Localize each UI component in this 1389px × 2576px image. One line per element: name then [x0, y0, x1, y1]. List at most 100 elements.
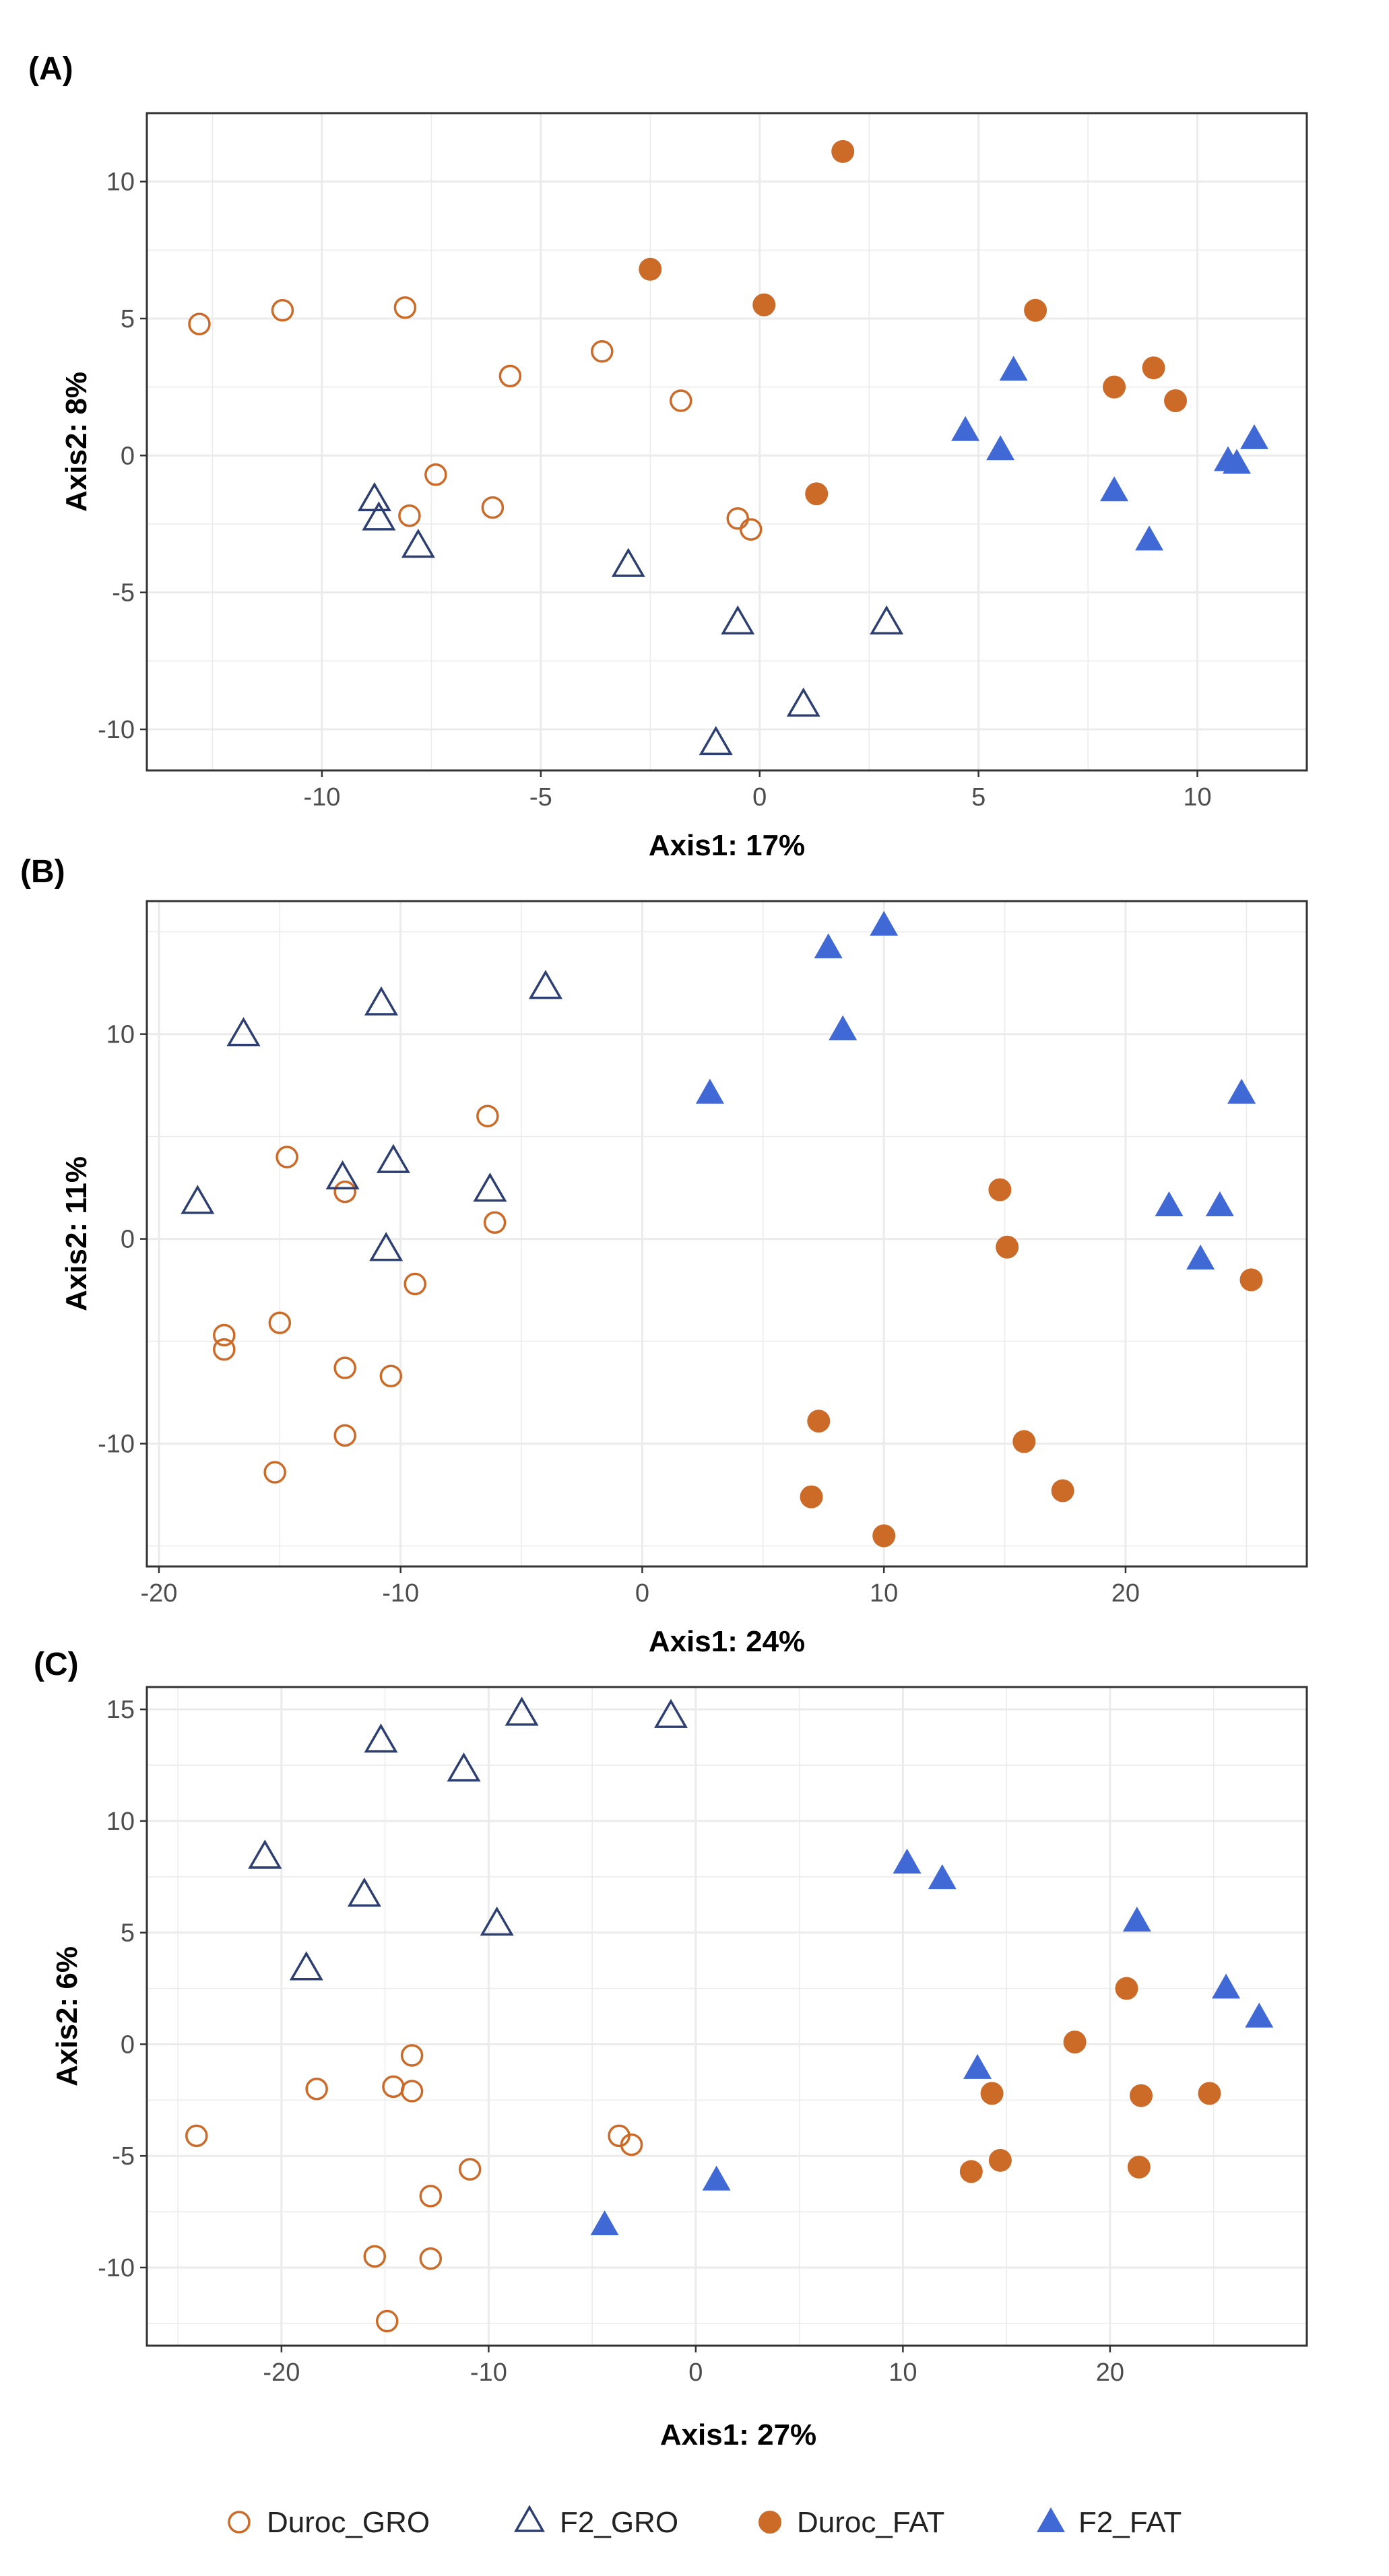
point-f2-gro	[528, 970, 562, 999]
point-duroc-gro	[393, 296, 417, 319]
point-f2-fat	[1223, 449, 1252, 474]
legend-item-duroc-fat: Duroc_FAT	[758, 2506, 944, 2539]
panel-c-grid	[147, 1687, 1307, 2346]
point-duroc-gro	[670, 389, 692, 412]
point-f2-fat	[951, 416, 980, 441]
panel-c-ticks: -20 -10 0 10 20 -10 -5 0 5 10 15	[98, 1696, 1124, 2387]
point-f2-gro	[721, 605, 755, 635]
point-f2-gro	[364, 986, 399, 1016]
point-f2-fat	[1135, 525, 1164, 551]
point-duroc-gro	[276, 1146, 298, 1168]
point-duroc-gro	[382, 2075, 405, 2099]
point-duroc-fat	[807, 1410, 831, 1433]
point-f2-fat	[963, 2053, 992, 2079]
point-duroc-gro	[403, 1272, 426, 1296]
y-tick-label: 10	[106, 168, 135, 197]
point-duroc-fat	[988, 1178, 1012, 1201]
point-duroc-fat	[639, 257, 662, 281]
panel-b-y-axis-title: Axis2: 11%	[60, 1156, 93, 1311]
point-duroc-fat	[1051, 1479, 1074, 1502]
point-f2-gro	[369, 1232, 403, 1261]
point-duroc-fat	[1164, 389, 1188, 412]
x-tick-label: 20	[1111, 1579, 1140, 1608]
panel-a-y-axis-title: Axis2: 8%	[60, 372, 93, 512]
point-f2-gro	[289, 1951, 323, 1981]
legend-duroc-fat-label: Duroc_FAT	[797, 2506, 944, 2539]
x-tick-label: 0	[688, 2358, 703, 2387]
point-duroc-gro	[398, 504, 421, 527]
point-duroc-fat	[959, 2160, 983, 2183]
point-f2-gro	[357, 482, 391, 512]
point-duroc-fat	[1239, 1268, 1263, 1292]
point-f2-gro	[480, 1906, 514, 1936]
y-tick-label: -5	[112, 2142, 135, 2171]
point-f2-fat	[870, 911, 899, 936]
legend-item-f2-fat: F2_FAT	[1037, 2506, 1182, 2539]
point-duroc-fat	[1127, 2155, 1151, 2179]
panel-a-ticks: -10 -5 0 5 10 -10 -5 0 5 10	[98, 168, 1212, 812]
y-tick-label: -10	[98, 1430, 135, 1459]
point-f2-fat	[986, 435, 1015, 461]
panel-c: (C) -20 -10 0 10 20 -10 -5 0 5 10 15 Axis1: 27% Ax…	[34, 1647, 1308, 2451]
point-f2-gro	[226, 1017, 261, 1047]
x-tick-label: 10	[870, 1579, 898, 1608]
point-f2-gro	[870, 605, 904, 635]
point-f2-fat	[928, 1864, 957, 1890]
panel-b-grid	[147, 901, 1307, 1566]
point-f2-fat	[695, 1078, 724, 1104]
panel-a-points	[188, 139, 1269, 756]
point-f2-gro	[347, 1877, 381, 1907]
point-duroc-gro	[333, 1424, 356, 1447]
point-duroc-gro	[419, 2247, 443, 2270]
point-f2-fat	[1100, 476, 1129, 502]
legend-item-f2-gro: F2_GRO	[513, 2505, 678, 2539]
point-duroc-gro	[476, 1104, 499, 1127]
x-tick-label: -10	[303, 783, 340, 812]
point-f2-gro	[376, 1144, 410, 1173]
point-duroc-gro	[213, 1338, 236, 1361]
point-duroc-gro	[188, 312, 211, 335]
point-duroc-fat	[996, 1235, 1019, 1259]
point-duroc-gro	[375, 2309, 399, 2333]
point-f2-fat	[1227, 1078, 1256, 1104]
point-f2-gro	[505, 1696, 539, 1726]
x-tick-label: -5	[529, 783, 552, 812]
point-f2-gro	[653, 1698, 688, 1728]
panel-a-frame	[146, 112, 1308, 772]
panel-b: (B) -20 -10 0 10 20 -10 0 10 Axis1: 24% Axis2: …	[20, 854, 1308, 1658]
point-duroc-gro	[400, 2080, 424, 2103]
legend-f2-gro-label: F2_GRO	[560, 2506, 678, 2539]
y-tick-label: 10	[106, 1808, 135, 1836]
point-duroc-gro	[458, 2158, 482, 2181]
point-f2-fat	[1155, 1191, 1184, 1216]
point-duroc-fat	[1063, 2030, 1087, 2054]
point-f2-gro	[248, 1839, 282, 1869]
point-duroc-fat	[805, 482, 829, 506]
x-tick-label: 0	[635, 1579, 649, 1608]
point-f2-fat	[829, 1015, 858, 1041]
x-tick-label: 20	[1096, 2358, 1124, 2387]
y-tick-label: 0	[121, 442, 135, 470]
point-f2-gro	[447, 1752, 481, 1782]
point-f2-fat	[1205, 1191, 1234, 1216]
legend: Duroc_GRO F2_GRO Duroc_FAT F2_FAT	[228, 2505, 1182, 2539]
x-tick-label: 0	[752, 783, 767, 812]
point-f2-gro	[362, 501, 396, 531]
y-tick-label: 5	[121, 305, 135, 333]
point-duroc-gro	[498, 364, 522, 388]
y-tick-label: 0	[121, 1226, 135, 1254]
panel-c-y-axis-title: Axis2: 6%	[51, 1946, 84, 2086]
panel-a: (A) -10 -5 0 5 10 -10 -5 0 5 10 Axis1: 17% Axis2:…	[28, 51, 1308, 862]
x-tick-label: -20	[263, 2358, 300, 2387]
panel-b-ticks: -20 -10 0 10 20 -10 0 10	[98, 1021, 1140, 1608]
point-f2-gro	[473, 1173, 507, 1202]
legend-f2-gro-triangle-icon	[513, 2505, 546, 2532]
point-duroc-gro	[591, 340, 614, 363]
point-duroc-gro	[333, 1356, 356, 1379]
legend-item-duroc-gro: Duroc_GRO	[228, 2506, 430, 2539]
panel-b-x-axis-title: Axis1: 24%	[649, 1625, 805, 1658]
point-f2-fat	[1240, 424, 1269, 449]
x-tick-label: -10	[470, 2358, 507, 2387]
panel-c-frame	[146, 1686, 1308, 2347]
